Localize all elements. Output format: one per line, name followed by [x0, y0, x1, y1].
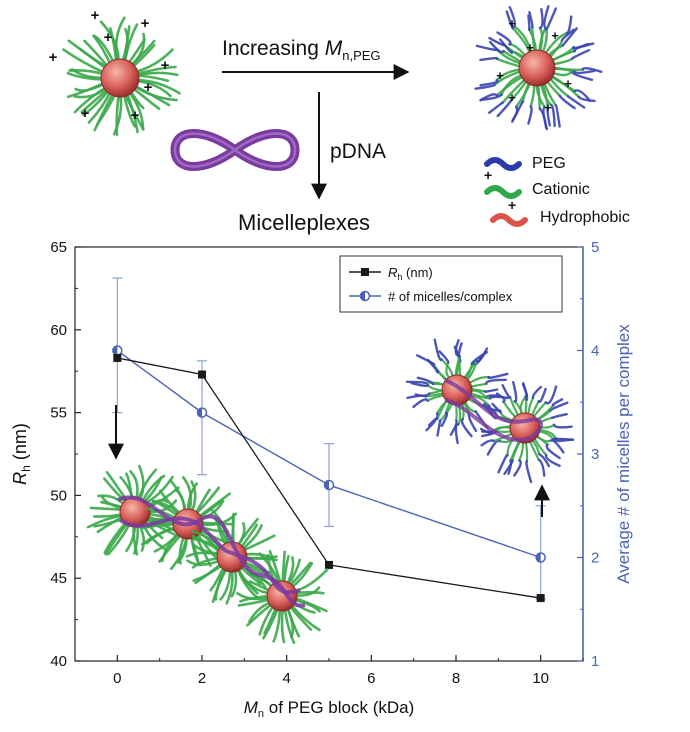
y-axis-ticks: 40 45 50 55 60 65	[50, 239, 81, 670]
y-tick-label: 55	[50, 405, 67, 422]
y-tick-label: 65	[50, 239, 67, 256]
plus-icon: +	[496, 68, 504, 83]
hydrophobic-chain-icon	[490, 213, 528, 227]
legend-peg-label: PEG	[532, 155, 566, 172]
micelles-point-fill	[112, 346, 118, 355]
y2-tick-label: 2	[591, 550, 599, 567]
plus-icon: +	[49, 49, 58, 66]
chart-legend: Rh (nm) # of micelles/complex	[339, 255, 563, 313]
cationic-chain-icon	[484, 185, 522, 199]
pdna-label: pDNA	[330, 140, 386, 163]
plus-icon: +	[104, 29, 113, 46]
pdna-strand	[444, 378, 543, 443]
plus-icon: +	[131, 107, 140, 124]
legend-micelles-label: # of micelles/complex	[388, 289, 513, 304]
legend-cationic-label: Cationic	[532, 181, 590, 198]
x-tick-label: 0	[113, 670, 121, 687]
plus-icon: +	[161, 57, 170, 74]
micelleplex-chain-illustration	[86, 464, 329, 645]
plus-icon: +	[141, 15, 150, 32]
increasing-peg-label: Increasing Mn,PEG	[222, 37, 381, 63]
micelles-point-fill	[536, 553, 541, 562]
hydrophobic-core	[518, 49, 556, 87]
y-tick-label: 50	[50, 487, 67, 504]
y-tick-label: 45	[50, 570, 67, 587]
micelleplex-pair-illustration	[405, 338, 575, 484]
plus-icon: +	[551, 28, 559, 43]
plus-icon: +	[81, 105, 90, 122]
plus-icon: +	[544, 100, 552, 115]
rh-series	[113, 353, 545, 603]
x-tick-label: 2	[198, 670, 206, 687]
pegylated-micelle-illustration: + + + + + + +	[474, 5, 603, 131]
y2-tick-label: 5	[591, 239, 599, 256]
rh-line	[117, 357, 541, 599]
cationic-micelle-illustration: + ++ ++ +++	[49, 7, 181, 137]
x-tick-label: 8	[452, 670, 460, 687]
x-tick-label: 6	[367, 670, 375, 687]
x-axis-ticks: 0 2 4 6 8 10	[74, 655, 584, 687]
y-tick-label: 40	[50, 653, 67, 670]
hydrophobic-core	[266, 580, 298, 612]
hydrophobic-core	[100, 58, 140, 98]
plus-icon: +	[91, 7, 100, 24]
rh-point	[536, 594, 545, 603]
y2-axis-ticks: 1 2 3 4 5	[577, 239, 599, 670]
plus-icon: +	[484, 167, 492, 183]
plus-icon: +	[564, 76, 572, 91]
legend-rh-label: Rh (nm)	[388, 265, 433, 282]
pdna-strand	[118, 516, 301, 595]
x-axis-label: Mn of PEG block (kDa)	[244, 698, 415, 720]
legend-box	[339, 255, 563, 313]
peg-chain-icon	[484, 157, 522, 171]
micelles-point-fill	[197, 408, 202, 418]
micelles-line	[116, 349, 541, 559]
component-legend: PEG + + Cationic Hydrophobic	[484, 155, 630, 227]
y-tick-label: 60	[50, 322, 67, 339]
rh-point	[325, 560, 333, 569]
y-axis-label: Rh (nm)	[10, 423, 33, 485]
y2-tick-label: 4	[591, 343, 599, 360]
micelles-series	[112, 277, 546, 600]
y2-tick-label: 1	[591, 653, 599, 670]
plus-icon: +	[508, 16, 516, 31]
plus-icon: +	[144, 79, 153, 96]
micelleplexes-label: Micelleplexes	[238, 210, 370, 235]
micelles-point-fill	[324, 480, 329, 490]
plus-icon: +	[508, 197, 516, 213]
plus-icon: +	[508, 90, 516, 105]
rh-point	[113, 353, 122, 362]
y2-axis-label: Average # of micelles per complex	[614, 324, 633, 584]
y2-tick-label: 3	[591, 446, 599, 463]
scheme-panel: + ++ ++ +++ +++++++ Increasing Mn,PEG pDNA …	[49, 5, 630, 235]
square-marker-icon	[361, 268, 369, 276]
plus-icon: +	[526, 40, 534, 55]
rh-point	[198, 370, 206, 379]
legend-hydrophobic-label: Hydrophobic	[540, 209, 630, 226]
x-tick-label: 10	[532, 670, 549, 687]
x-tick-label: 4	[282, 670, 290, 687]
